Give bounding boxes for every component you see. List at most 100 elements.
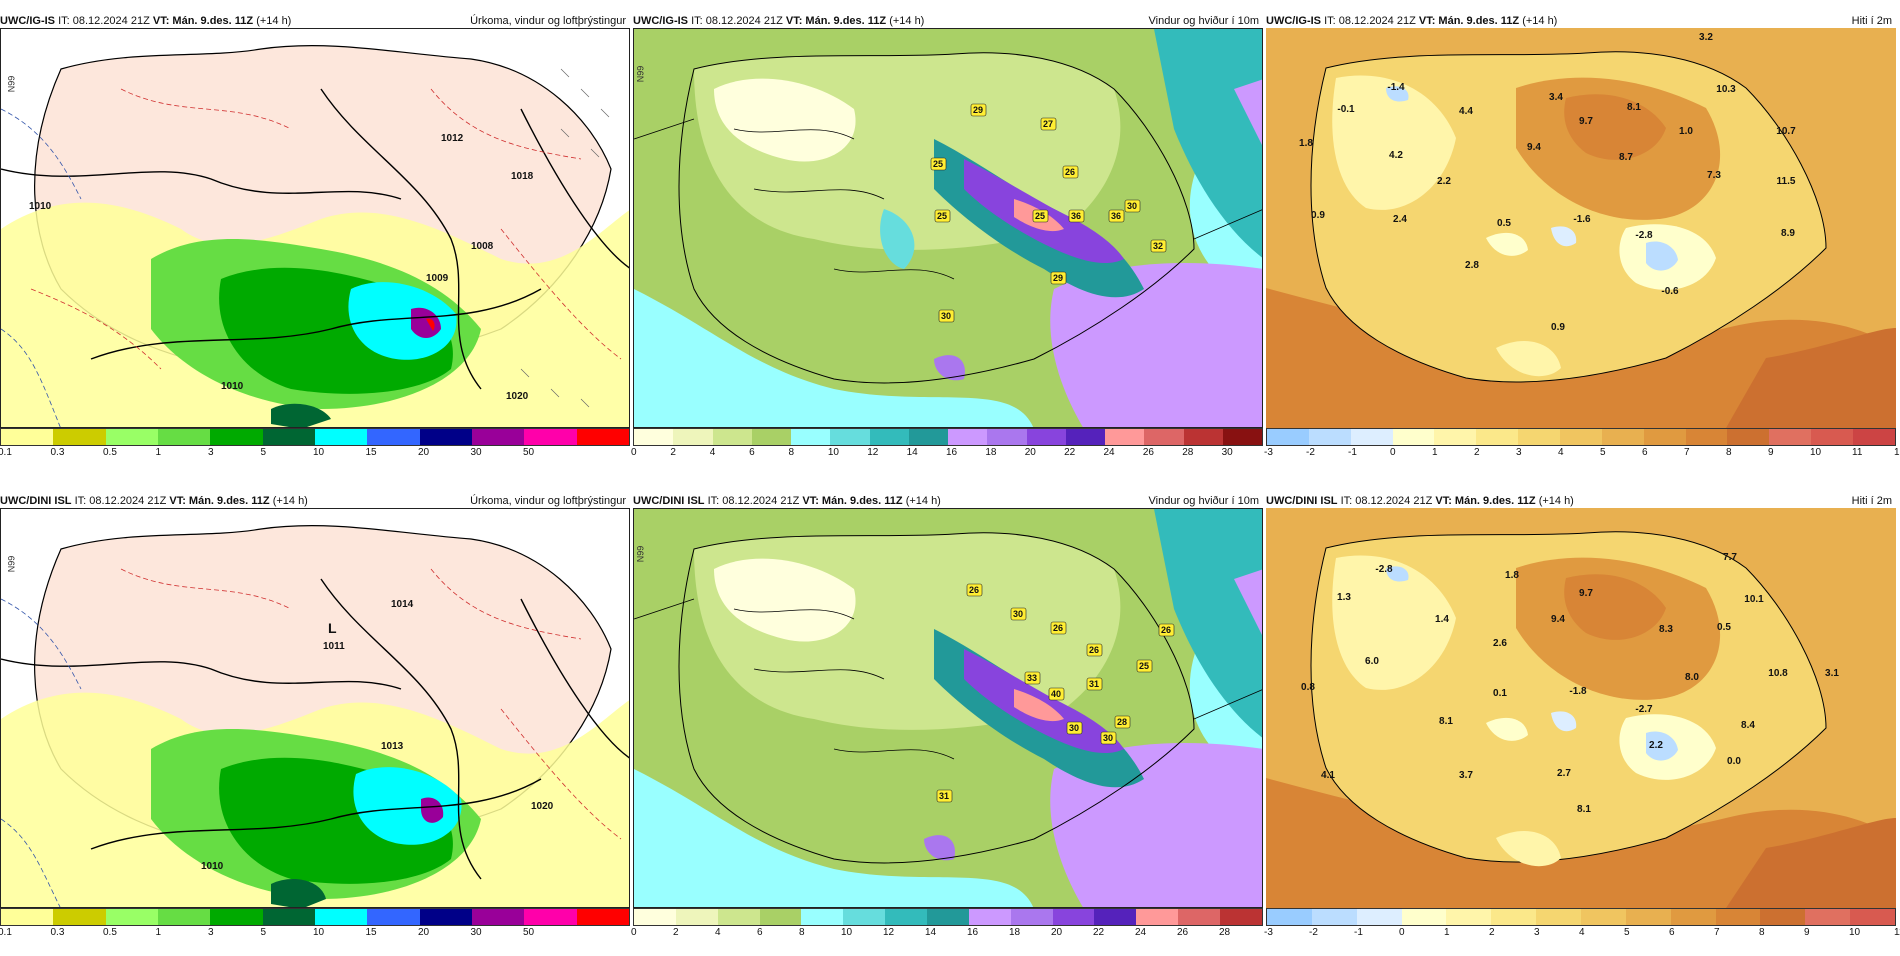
temp-map: 3.2 -1.4 -0.1 4.4 3.4 8.1 10.3 1.8 9.7 1.0 10.7 4.2… <box>1266 28 1896 428</box>
colorbar-tick-label: -2 <box>1309 927 1318 938</box>
colorbar-tick-label: 0 <box>1390 447 1396 458</box>
colorbar-tick-label: 30 <box>470 927 482 938</box>
gust-label-box <box>930 157 947 171</box>
temperature-value-label: 0.9 <box>1551 322 1565 333</box>
panel-precip-top: UWC/IG-IS IT: 08.12.2024 21Z VT: Mán. 9.… <box>0 14 630 476</box>
gust-label-box <box>966 583 983 597</box>
gust-label-box <box>1158 623 1175 637</box>
colorbar-tick-label: 8 <box>1759 927 1765 938</box>
colorbar-tick-label: 4 <box>1558 447 1564 458</box>
gust-value-label: 30 <box>1069 723 1079 733</box>
gust-label-box <box>1108 209 1125 223</box>
gust-value-label: 36 <box>1071 211 1081 221</box>
valid-time: VT: Mán. 9.des. 11Z <box>152 15 254 27</box>
temperature-value-label: 0.0 <box>1727 756 1741 767</box>
temperature-value-label: 4.2 <box>1389 150 1403 161</box>
temperature-value-label: -0.1 <box>1337 104 1355 115</box>
colorbar-swatch <box>1105 429 1145 445</box>
isobar-label: 1011 <box>323 641 345 652</box>
colorbar-tick-label: 3 <box>208 447 214 458</box>
colorbar-tick-label: 10 <box>827 447 839 458</box>
colorbar-swatch <box>1178 909 1221 925</box>
wind-map: 26 30 26 26 26 25 33 40 31 30 28 30 31 N99 <box>633 508 1263 908</box>
colorbar-swatch <box>1491 909 1537 925</box>
gust-value-label: 26 <box>1065 167 1075 177</box>
colorbar-swatch <box>1685 429 1728 445</box>
panel-precip-bottom: UWC/DINI ISL IT: 08.12.2024 21Z VT: Mán.… <box>0 494 630 956</box>
gust-value-label: 27 <box>1043 119 1053 129</box>
colorbar-tick-label: 5 <box>260 927 267 938</box>
gust-label-box <box>1124 199 1141 213</box>
colorbar-swatches <box>0 428 630 446</box>
colorbar-tick-label: 30 <box>470 447 482 458</box>
wind-colorbar: 0 2 4 6 8 10 12 14 16 18 20 22 24 26 28 30 <box>631 428 1263 464</box>
panel-header: UWC/IG-IS IT: 08.12.2024 21Z VT: Mán. 9.… <box>633 14 1263 28</box>
colorbar-swatches <box>0 908 630 926</box>
gust-label-box <box>1068 209 1085 223</box>
colorbar-tick-label: 8 <box>788 447 795 458</box>
panel-temp-top: UWC/IG-IS IT: 08.12.2024 21Z VT: Mán. 9.… <box>1264 14 1900 476</box>
low-pressure-marker: L <box>328 620 337 636</box>
colorbar-tick-label: 20 <box>1024 447 1036 458</box>
lead-time: (+14 h) <box>1538 495 1574 507</box>
colorbar-swatch <box>471 909 525 925</box>
colorbar-swatch <box>1183 429 1223 445</box>
temperature-value-label: 3.7 <box>1459 770 1473 781</box>
latitude-label: N99 <box>6 555 17 573</box>
wind-gust-labels: 29 27 25 26 25 25 36 36 30 32 29 30 <box>930 103 1167 323</box>
temperature-value-label: 4.1 <box>1321 770 1335 781</box>
temperature-value-label: 9.7 <box>1579 588 1593 599</box>
colorbar-tick-label: 24 <box>1135 927 1147 938</box>
gust-value-label: 26 <box>1089 645 1099 655</box>
colorbar-swatch <box>314 429 368 445</box>
colorbar-tick-label: 10 <box>313 927 325 938</box>
colorbar-tick-label: 28 <box>1182 447 1194 458</box>
gust-value-label: 33 <box>1027 673 1037 683</box>
temperature-value-label: 0.5 <box>1497 218 1511 229</box>
temperature-value-label: -2.7 <box>1635 704 1653 715</box>
colorbar-swatch <box>1643 429 1686 445</box>
temperature-value-label: -2.8 <box>1635 230 1653 241</box>
colorbar-tick-label: -1 <box>1354 927 1363 938</box>
wind-map: 29 27 25 26 25 25 36 36 30 32 29 30 N99 <box>633 28 1263 428</box>
colorbar-swatch <box>1144 429 1184 445</box>
model-name: UWC/IG-IS <box>633 15 688 27</box>
gust-label-box <box>1048 687 1065 701</box>
lead-time: (+14 h) <box>905 495 941 507</box>
colorbar-tick-label: 3 <box>1516 447 1522 458</box>
isobar-label: 1009 <box>426 273 449 284</box>
colorbar-swatch <box>1311 909 1357 925</box>
gust-label-box <box>970 103 987 117</box>
colorbar-swatch <box>791 429 831 445</box>
colorbar-swatch <box>210 429 263 445</box>
temperature-value-label: 3.2 <box>1699 32 1713 43</box>
isobar-label: 1010 <box>221 381 244 392</box>
colorbar-swatch <box>576 429 629 445</box>
colorbar-swatch <box>1267 429 1309 445</box>
colorbar-swatch <box>1094 909 1137 925</box>
temperature-value-label: 8.1 <box>1439 716 1453 727</box>
colorbar-swatch <box>1476 429 1519 445</box>
colorbar-swatch <box>759 909 802 925</box>
temperature-value-label: 8.4 <box>1741 720 1755 731</box>
colorbar-swatch <box>1 909 54 925</box>
colorbar-swatch <box>1727 429 1770 445</box>
colorbar-tick-label: 30 <box>1221 447 1233 458</box>
temperature-value-label: 1.4 <box>1435 614 1449 625</box>
gust-label-box <box>1086 643 1103 657</box>
colorbar-tick-label: 4 <box>1579 927 1585 938</box>
panel-header: UWC/IG-IS IT: 08.12.2024 21Z VT: Mán. 9.… <box>0 14 630 28</box>
temperature-value-label: 10.8 <box>1768 668 1788 679</box>
temperature-value-label: 1.0 <box>1679 126 1693 137</box>
temperature-value-label: 1.8 <box>1505 570 1519 581</box>
temperature-value-label: 8.3 <box>1659 624 1673 635</box>
lead-time: (+14 h) <box>1522 15 1558 27</box>
gust-value-label: 29 <box>973 105 983 115</box>
temperature-value-label: 9.4 <box>1551 614 1565 625</box>
lead-time: (+14 h) <box>256 15 292 27</box>
gust-label-box <box>1032 209 1049 223</box>
temperature-value-label: 6.0 <box>1365 656 1379 667</box>
temperature-value-label: 8.1 <box>1577 804 1591 815</box>
colorbar-tick-label: 1 <box>1444 927 1450 938</box>
lead-time: (+14 h) <box>272 495 308 507</box>
